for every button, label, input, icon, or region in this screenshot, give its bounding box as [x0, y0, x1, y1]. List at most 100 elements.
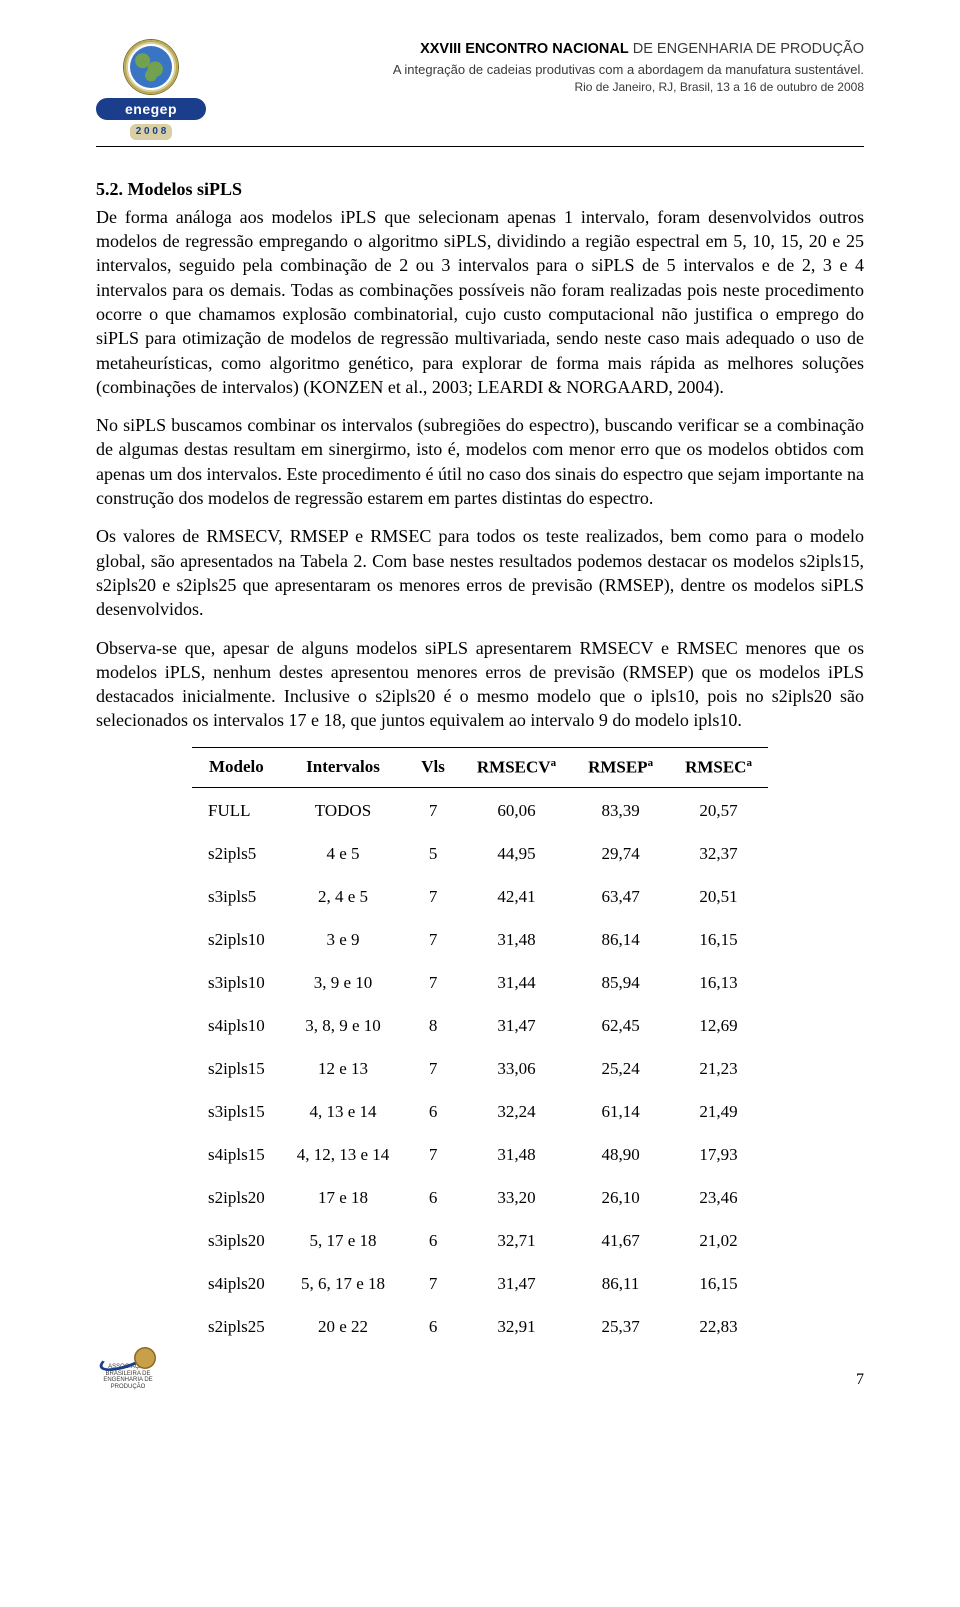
- table-cell: FULL: [192, 788, 281, 833]
- section-number: 5.2.: [96, 179, 123, 199]
- table-cell: s2ipls15: [192, 1048, 281, 1091]
- table-row: s3ipls205, 17 e 18632,7141,6721,02: [192, 1220, 768, 1263]
- table-cell: 86,14: [572, 919, 669, 962]
- page-number: 7: [856, 1369, 864, 1391]
- table-cell: s2ipls25: [192, 1306, 281, 1349]
- table-cell: 23,46: [669, 1177, 768, 1220]
- table-cell: s4ipls15: [192, 1134, 281, 1177]
- table-cell: 6: [405, 1220, 461, 1263]
- table-cell: 6: [405, 1091, 461, 1134]
- table-cell: 3, 9 e 10: [281, 962, 406, 1005]
- table-cell: 31,47: [461, 1005, 572, 1048]
- table-cell: 86,11: [572, 1263, 669, 1306]
- table-cell: 8: [405, 1005, 461, 1048]
- table-body: FULLTODOS760,0683,3920,57s2ipls54 e 5544…: [192, 788, 768, 1349]
- table-cell: 17,93: [669, 1134, 768, 1177]
- table-cell: 12,69: [669, 1005, 768, 1048]
- logo-word: enegep: [96, 98, 206, 120]
- header-line2: A integração de cadeias produtivas com a…: [224, 61, 864, 79]
- table-cell: 32,24: [461, 1091, 572, 1134]
- header-line1-rest: DE ENGENHARIA DE PRODUÇÃO: [629, 41, 864, 57]
- table-cell: s3ipls15: [192, 1091, 281, 1134]
- table-cell: 63,47: [572, 876, 669, 919]
- table-cell: 21,49: [669, 1091, 768, 1134]
- table-cell: s3ipls20: [192, 1220, 281, 1263]
- table-cell: 7: [405, 1048, 461, 1091]
- table-cell: 21,23: [669, 1048, 768, 1091]
- table-cell: 4, 13 e 14: [281, 1091, 406, 1134]
- table-cell: 4, 12, 13 e 14: [281, 1134, 406, 1177]
- paragraph-3: Os valores de RMSECV, RMSEP e RMSEC para…: [96, 524, 864, 621]
- table-cell: 17 e 18: [281, 1177, 406, 1220]
- table-cell: s4ipls10: [192, 1005, 281, 1048]
- table-cell: s3ipls5: [192, 876, 281, 919]
- table-cell: 48,90: [572, 1134, 669, 1177]
- section-title: Modelos siPLS: [128, 179, 243, 199]
- paragraph-4: Observa-se que, apesar de alguns modelos…: [96, 636, 864, 733]
- table-row: s2ipls1512 e 13733,0625,2421,23: [192, 1048, 768, 1091]
- table-cell: 32,91: [461, 1306, 572, 1349]
- table-row: s4ipls154, 12, 13 e 14731,4848,9017,93: [192, 1134, 768, 1177]
- table-row: s3ipls103, 9 e 10731,4485,9416,13: [192, 962, 768, 1005]
- table-cell: 7: [405, 1263, 461, 1306]
- col-intervalos: Intervalos: [281, 747, 406, 788]
- table-cell: 6: [405, 1177, 461, 1220]
- table-row: FULLTODOS760,0683,3920,57: [192, 788, 768, 833]
- table-cell: 41,67: [572, 1220, 669, 1263]
- table-row: s3ipls154, 13 e 14632,2461,1421,49: [192, 1091, 768, 1134]
- results-table: Modelo Intervalos Vls RMSECVa RMSEPa RMS…: [192, 747, 768, 1349]
- table-cell: 7: [405, 962, 461, 1005]
- col-rmsec: RMSECa: [669, 747, 768, 788]
- table-cell: 29,74: [572, 833, 669, 876]
- table-cell: 2, 4 e 5: [281, 876, 406, 919]
- table-cell: 5, 6, 17 e 18: [281, 1263, 406, 1306]
- table-row: s2ipls2520 e 22632,9125,3722,83: [192, 1306, 768, 1349]
- table-cell: s3ipls10: [192, 962, 281, 1005]
- table-cell: 20,51: [669, 876, 768, 919]
- table-cell: 25,24: [572, 1048, 669, 1091]
- col-vls: Vls: [405, 747, 461, 788]
- col-rmsep: RMSEPa: [572, 747, 669, 788]
- table-cell: 33,20: [461, 1177, 572, 1220]
- stamp-icon: [134, 1347, 156, 1369]
- table-cell: s4ipls20: [192, 1263, 281, 1306]
- header-text-block: XXVIII ENCONTRO NACIONAL DE ENGENHARIA D…: [224, 40, 864, 95]
- table-row: s2ipls2017 e 18633,2026,1023,46: [192, 1177, 768, 1220]
- table-cell: 3 e 9: [281, 919, 406, 962]
- table-cell: 33,06: [461, 1048, 572, 1091]
- table-cell: 32,71: [461, 1220, 572, 1263]
- table-cell: 25,37: [572, 1306, 669, 1349]
- globe-icon: [124, 40, 178, 94]
- table-cell: s2ipls20: [192, 1177, 281, 1220]
- table-cell: 7: [405, 788, 461, 833]
- table-cell: 20 e 22: [281, 1306, 406, 1349]
- table-cell: 16,15: [669, 919, 768, 962]
- header-line1: XXVIII ENCONTRO NACIONAL DE ENGENHARIA D…: [224, 40, 864, 60]
- table-cell: 5: [405, 833, 461, 876]
- table-head: Modelo Intervalos Vls RMSECVa RMSEPa RMS…: [192, 747, 768, 788]
- table-cell: 7: [405, 1134, 461, 1177]
- table-wrapper: Modelo Intervalos Vls RMSECVa RMSEPa RMS…: [96, 747, 864, 1349]
- table-cell: TODOS: [281, 788, 406, 833]
- header-line1-bold: XXVIII ENCONTRO NACIONAL: [420, 41, 629, 57]
- table-cell: 31,48: [461, 919, 572, 962]
- table-cell: 16,15: [669, 1263, 768, 1306]
- table-row: s4ipls205, 6, 17 e 18731,4786,1116,15: [192, 1263, 768, 1306]
- table-row: s2ipls103 e 9731,4886,1416,15: [192, 919, 768, 962]
- table-cell: 3, 8, 9 e 10: [281, 1005, 406, 1048]
- table-cell: 60,06: [461, 788, 572, 833]
- table-cell: 20,57: [669, 788, 768, 833]
- table-cell: 4 e 5: [281, 833, 406, 876]
- table-row: s3ipls52, 4 e 5742,4163,4720,51: [192, 876, 768, 919]
- footer-logo: ASSOCIAÇÃO BRASILEIRA DE ENGENHARIA DE P…: [96, 1345, 160, 1391]
- table-cell: 26,10: [572, 1177, 669, 1220]
- logo-year: 2 0 0 8: [130, 124, 173, 140]
- col-modelo: Modelo: [192, 747, 281, 788]
- paragraph-2: No siPLS buscamos combinar os intervalos…: [96, 413, 864, 510]
- table-cell: 62,45: [572, 1005, 669, 1048]
- table-cell: 21,02: [669, 1220, 768, 1263]
- footer-logo-art: [98, 1345, 158, 1363]
- table-cell: 16,13: [669, 962, 768, 1005]
- table-header-row: Modelo Intervalos Vls RMSECVa RMSEPa RMS…: [192, 747, 768, 788]
- page-header: enegep 2 0 0 8 XXVIII ENCONTRO NACIONAL …: [96, 40, 864, 147]
